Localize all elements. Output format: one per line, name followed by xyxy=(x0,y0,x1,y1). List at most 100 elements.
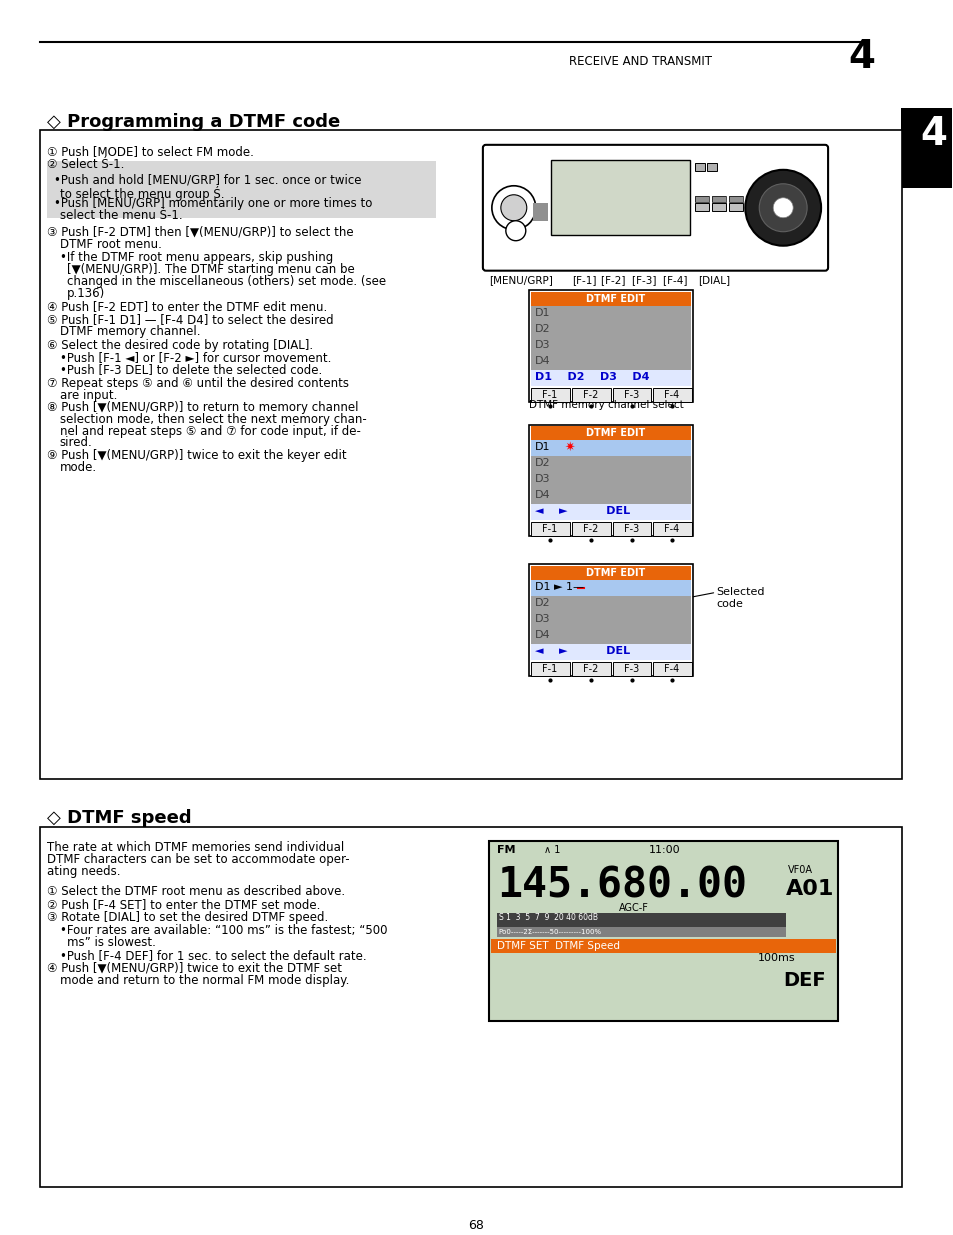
Text: p.136): p.136) xyxy=(67,287,105,300)
Text: ◄    ►          DEL: ◄ ► DEL xyxy=(535,646,629,656)
Circle shape xyxy=(492,185,536,230)
Text: 145.680.00: 145.680.00 xyxy=(497,864,746,906)
Bar xyxy=(653,388,692,401)
Bar xyxy=(712,196,725,201)
Text: D4: D4 xyxy=(535,356,550,366)
Text: D3: D3 xyxy=(535,474,550,484)
Bar xyxy=(728,196,742,201)
Text: F-3: F-3 xyxy=(623,525,639,535)
Text: D2: D2 xyxy=(535,598,550,609)
Text: F-4: F-4 xyxy=(664,664,679,674)
Bar xyxy=(728,196,742,201)
Circle shape xyxy=(505,221,525,241)
Bar xyxy=(530,369,691,385)
Bar xyxy=(528,425,693,536)
Text: [F-2]  [F-3]  [F-4]: [F-2] [F-3] [F-4] xyxy=(600,274,686,285)
Text: DTMF memory channel select: DTMF memory channel select xyxy=(528,400,682,410)
Text: F-4: F-4 xyxy=(664,525,679,535)
Text: DTMF root menu.: DTMF root menu. xyxy=(60,237,162,251)
Text: •Push [MENU/GRP] momentarily one or more times to: •Push [MENU/GRP] momentarily one or more… xyxy=(53,196,372,210)
Text: F-3: F-3 xyxy=(623,389,639,400)
Bar xyxy=(728,203,742,211)
Text: FM: FM xyxy=(497,845,515,855)
Text: 68: 68 xyxy=(468,1219,483,1231)
Text: 11:00: 11:00 xyxy=(648,845,679,855)
Bar xyxy=(728,203,742,211)
Text: [F-1]: [F-1] xyxy=(571,274,596,285)
Bar xyxy=(530,488,691,504)
Bar xyxy=(530,645,691,661)
Bar xyxy=(530,522,569,536)
Bar xyxy=(40,130,901,779)
Text: D1    D2    D3    D4: D1 D2 D3 D4 xyxy=(535,372,649,382)
Text: F-2: F-2 xyxy=(582,389,598,400)
Text: DTMF memory channel.: DTMF memory channel. xyxy=(60,325,200,337)
Text: F-1: F-1 xyxy=(541,525,557,535)
Text: 4: 4 xyxy=(919,115,946,153)
Bar xyxy=(528,290,693,401)
Text: ating needs.: ating needs. xyxy=(47,864,120,878)
Text: code: code xyxy=(716,599,742,609)
Bar xyxy=(653,388,692,401)
Text: DTMF characters can be set to accommodate oper-: DTMF characters can be set to accommodat… xyxy=(47,853,349,866)
Text: ∧ 1: ∧ 1 xyxy=(543,845,559,855)
Bar xyxy=(612,522,651,536)
Bar xyxy=(530,291,691,305)
Bar xyxy=(612,522,651,536)
Text: D4: D4 xyxy=(535,630,550,640)
Bar xyxy=(653,522,692,536)
Text: D2: D2 xyxy=(535,458,550,468)
Bar xyxy=(695,163,704,170)
Text: AGC-F: AGC-F xyxy=(618,903,648,913)
Bar xyxy=(612,662,651,677)
Bar xyxy=(530,662,569,677)
Bar xyxy=(571,388,610,401)
Bar xyxy=(530,388,569,401)
Bar xyxy=(571,522,610,536)
FancyBboxPatch shape xyxy=(482,144,827,270)
Text: ⑤ Push [F-1 D1] — [F-4 D4] to select the desired: ⑤ Push [F-1 D1] — [F-4 D4] to select the… xyxy=(47,312,334,326)
Bar xyxy=(653,662,692,677)
Text: DTMF EDIT: DTMF EDIT xyxy=(585,429,644,438)
Text: [▼(MENU/GRP)]. The DTMF starting menu can be: [▼(MENU/GRP)]. The DTMF starting menu ca… xyxy=(67,263,355,275)
Bar xyxy=(571,522,610,536)
Text: D1: D1 xyxy=(535,308,550,317)
Bar xyxy=(530,473,691,488)
Bar xyxy=(745,203,760,211)
Bar xyxy=(612,388,651,401)
Text: ⑦ Repeat steps ⑤ and ⑥ until the desired contents: ⑦ Repeat steps ⑤ and ⑥ until the desired… xyxy=(47,377,349,389)
Bar xyxy=(571,662,610,677)
Bar xyxy=(745,196,760,201)
Bar xyxy=(491,967,835,983)
Text: F-4: F-4 xyxy=(664,389,679,400)
Text: [DIAL]: [DIAL] xyxy=(698,274,730,285)
Text: F-1: F-1 xyxy=(541,664,557,674)
Text: VF0A: VF0A xyxy=(787,864,812,874)
Text: ① Select the DTMF root menu as described above.: ① Select the DTMF root menu as described… xyxy=(47,885,345,898)
Text: •If the DTMF root menu appears, skip pushing: •If the DTMF root menu appears, skip pus… xyxy=(60,251,333,264)
Bar xyxy=(530,504,691,520)
Text: DEF: DEF xyxy=(782,971,825,990)
Text: D3: D3 xyxy=(535,340,550,350)
Bar xyxy=(745,196,760,201)
Bar xyxy=(528,564,693,677)
Bar xyxy=(745,203,760,211)
Text: F-2: F-2 xyxy=(582,664,598,674)
Text: ③ Rotate [DIAL] to set the desired DTMF speed.: ③ Rotate [DIAL] to set the desired DTMF … xyxy=(47,911,328,924)
Bar xyxy=(40,827,901,1187)
Text: D1: D1 xyxy=(535,442,550,452)
Bar xyxy=(712,196,725,201)
Bar xyxy=(530,321,691,337)
Bar xyxy=(612,662,651,677)
Text: ◇ Programming a DTMF code: ◇ Programming a DTMF code xyxy=(47,112,340,131)
Text: sired.: sired. xyxy=(60,436,92,450)
Text: [MENU/GRP]: [MENU/GRP] xyxy=(488,274,552,285)
Bar xyxy=(695,196,709,201)
Text: ⑧ Push [▼(MENU/GRP)] to return to memory channel: ⑧ Push [▼(MENU/GRP)] to return to memory… xyxy=(47,400,358,414)
Text: F-2: F-2 xyxy=(582,525,598,535)
Text: The rate at which DTMF memories send individual: The rate at which DTMF memories send ind… xyxy=(47,841,344,855)
Bar xyxy=(530,426,691,441)
Text: •Push [F-3 DEL] to delete the selected code.: •Push [F-3 DEL] to delete the selected c… xyxy=(60,363,322,375)
Text: RECEIVE AND TRANSMIT: RECEIVE AND TRANSMIT xyxy=(568,54,711,68)
Text: are input.: are input. xyxy=(60,389,117,401)
